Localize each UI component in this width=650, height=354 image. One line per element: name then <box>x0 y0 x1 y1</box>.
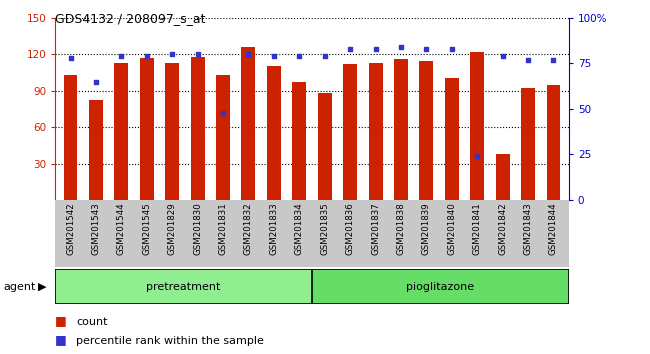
Text: GSM201836: GSM201836 <box>346 203 355 256</box>
Point <box>421 46 432 52</box>
Text: GSM201830: GSM201830 <box>193 203 202 256</box>
Text: GSM201840: GSM201840 <box>447 203 456 256</box>
Text: count: count <box>76 318 107 327</box>
Text: GSM201837: GSM201837 <box>371 203 380 256</box>
Text: GSM201844: GSM201844 <box>549 203 558 256</box>
Text: GSM201842: GSM201842 <box>498 203 507 256</box>
Bar <box>318 93 332 200</box>
Text: GSM201542: GSM201542 <box>66 203 75 256</box>
Point <box>549 57 559 62</box>
Point <box>320 53 330 59</box>
Bar <box>419 62 434 200</box>
Text: GDS4132 / 208097_s_at: GDS4132 / 208097_s_at <box>55 12 206 25</box>
Text: GSM201832: GSM201832 <box>244 203 253 256</box>
Text: pretreatment: pretreatment <box>146 282 221 292</box>
Point <box>218 110 228 115</box>
Bar <box>394 59 408 200</box>
Bar <box>140 58 154 200</box>
Bar <box>216 75 230 200</box>
Point <box>370 46 381 52</box>
Text: pioglitazone: pioglitazone <box>406 282 474 292</box>
Bar <box>292 82 306 200</box>
Text: GSM201834: GSM201834 <box>295 203 304 256</box>
Text: GSM201835: GSM201835 <box>320 203 329 256</box>
Point <box>65 55 75 61</box>
Bar <box>496 154 510 200</box>
Bar <box>165 63 179 200</box>
Text: ■: ■ <box>55 333 67 346</box>
Bar <box>343 64 357 200</box>
Text: GSM201838: GSM201838 <box>396 203 406 256</box>
Point <box>116 53 127 59</box>
Text: GSM201843: GSM201843 <box>524 203 532 256</box>
Bar <box>445 79 459 200</box>
Point <box>91 79 101 84</box>
Point <box>396 44 406 50</box>
Bar <box>190 57 205 200</box>
Text: GSM201841: GSM201841 <box>473 203 482 256</box>
Text: GSM201839: GSM201839 <box>422 203 431 255</box>
Text: GSM201543: GSM201543 <box>92 203 100 256</box>
Point <box>142 53 152 59</box>
Bar <box>241 47 255 200</box>
Text: agent: agent <box>3 282 36 292</box>
Text: GSM201831: GSM201831 <box>218 203 227 256</box>
Point <box>294 53 304 59</box>
Point <box>268 53 279 59</box>
Bar <box>89 100 103 200</box>
Point <box>167 51 177 57</box>
Bar <box>64 75 77 200</box>
Point <box>523 57 533 62</box>
Text: ■: ■ <box>55 314 67 327</box>
Bar <box>312 269 569 304</box>
Text: GSM201544: GSM201544 <box>117 203 126 256</box>
Text: GSM201833: GSM201833 <box>269 203 278 256</box>
Bar <box>547 85 560 200</box>
Point <box>447 46 457 52</box>
Point <box>345 46 356 52</box>
Point <box>497 53 508 59</box>
Point <box>192 51 203 57</box>
Text: percentile rank within the sample: percentile rank within the sample <box>76 336 264 346</box>
Text: ▶: ▶ <box>38 282 46 292</box>
Text: GSM201829: GSM201829 <box>168 203 177 255</box>
Bar <box>521 88 535 200</box>
Text: GSM201545: GSM201545 <box>142 203 151 256</box>
Bar <box>369 63 383 200</box>
Point <box>243 51 254 57</box>
Bar <box>267 66 281 200</box>
Bar <box>114 63 128 200</box>
Bar <box>55 269 312 304</box>
Point <box>472 153 482 159</box>
Bar <box>470 52 484 200</box>
